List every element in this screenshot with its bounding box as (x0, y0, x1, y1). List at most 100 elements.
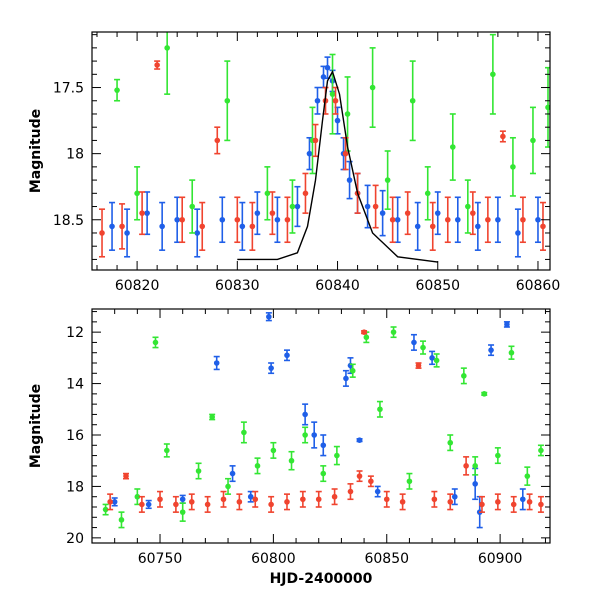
plot-frame (91, 308, 551, 544)
data-point (124, 230, 130, 236)
data-point (249, 223, 256, 230)
data-point (114, 87, 120, 93)
data-point (384, 177, 391, 183)
y-axis-label: Magnitude (28, 384, 44, 468)
data-point (519, 496, 526, 503)
data-point (472, 463, 478, 469)
data-point (164, 45, 170, 51)
data-point (394, 216, 401, 223)
x-tick-label: 60750 (138, 551, 183, 567)
data-point (414, 223, 421, 230)
data-point (449, 144, 456, 150)
data-point (479, 501, 485, 508)
data-point (220, 496, 227, 503)
data-point (157, 496, 163, 503)
data-point (342, 150, 349, 157)
bottom-panel: 60750 60800 60850 60900 12 14 16 18 20 Magnitude H… (28, 308, 551, 587)
data-point (447, 499, 454, 505)
data-point (349, 367, 356, 374)
data-point (284, 216, 291, 223)
data-point (289, 203, 296, 210)
data-point (269, 210, 276, 216)
data-point (368, 478, 374, 485)
data-point (406, 478, 413, 485)
data-point (444, 216, 451, 223)
data-point (510, 501, 517, 508)
data-point (239, 223, 246, 230)
data-point (264, 190, 271, 197)
data-point (302, 411, 308, 418)
data-point (420, 344, 426, 351)
data-point (109, 223, 115, 230)
data-point (451, 493, 458, 500)
data-point (173, 501, 179, 508)
data-point (219, 216, 226, 223)
data-point (447, 439, 454, 446)
y-axis-label: Magnitude (28, 109, 44, 193)
plot-area (102, 312, 544, 529)
data-point (320, 442, 327, 449)
data-point (99, 230, 105, 236)
data-point (209, 414, 215, 420)
data-point (488, 347, 494, 353)
data-point (433, 357, 440, 364)
data-point (247, 493, 254, 500)
data-point (500, 133, 506, 140)
data-point (545, 104, 550, 111)
x-tick-label: 60830 (215, 278, 260, 294)
data-point (306, 150, 313, 157)
data-point (495, 216, 501, 223)
x-tick-label: 60860 (516, 278, 561, 294)
data-point (485, 216, 491, 223)
data-point (524, 473, 531, 479)
data-point (225, 483, 231, 490)
data-point (241, 429, 247, 436)
data-point (188, 499, 195, 505)
data-point (520, 216, 526, 223)
data-point (252, 496, 259, 503)
data-point (270, 447, 277, 454)
series-2 (102, 326, 544, 529)
data-point (139, 501, 145, 508)
data-point (174, 216, 180, 223)
y-tick-label: 18.5 (53, 213, 84, 229)
model-curve (237, 69, 438, 263)
data-point (312, 137, 319, 144)
data-point (515, 230, 521, 236)
data-point (495, 452, 501, 459)
x-tick-label: 60900 (478, 551, 523, 567)
data-point (118, 517, 125, 523)
data-point (415, 362, 422, 369)
data-point (356, 437, 363, 443)
data-point (111, 499, 118, 505)
data-point (179, 509, 186, 515)
data-point (236, 499, 243, 505)
data-point (334, 452, 340, 459)
data-point (454, 216, 461, 223)
y-tick-label: 16 (66, 428, 84, 444)
data-point (329, 91, 336, 97)
data-point (302, 432, 308, 438)
data-point (179, 496, 186, 503)
data-point (107, 499, 113, 505)
data-point (538, 501, 544, 508)
data-point (346, 177, 353, 183)
data-point (361, 329, 367, 335)
data-point (429, 355, 435, 361)
data-point (300, 496, 306, 503)
data-point (195, 468, 202, 474)
data-point (364, 203, 371, 210)
data-point (404, 210, 411, 216)
x-tick-label: 60850 (364, 551, 409, 567)
data-point (429, 223, 436, 230)
data-point (530, 137, 536, 144)
x-tick-label: 60800 (251, 551, 296, 567)
data-point (334, 117, 341, 124)
data-point (179, 216, 185, 223)
data-point (302, 190, 309, 197)
top-panel: 60820 60830 60840 60850 60860 17.5 18 18.5 Magni… (28, 31, 561, 294)
data-point (152, 339, 159, 346)
data-point (363, 334, 370, 341)
data-point (463, 463, 469, 469)
